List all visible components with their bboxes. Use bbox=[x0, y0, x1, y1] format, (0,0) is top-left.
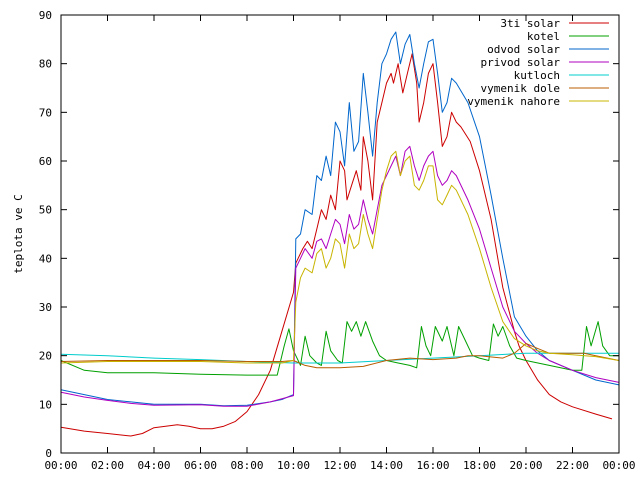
legend-label: kotel bbox=[527, 30, 560, 43]
y-tick-label: 70 bbox=[39, 106, 52, 119]
series-layer bbox=[60, 31, 620, 437]
x-tick-label: 08:00 bbox=[230, 459, 263, 472]
x-tick-label: 04:00 bbox=[137, 459, 170, 472]
x-tick-label: 00:00 bbox=[44, 459, 77, 472]
y-tick-label: 20 bbox=[39, 350, 52, 363]
x-tick-label: 22:00 bbox=[556, 459, 589, 472]
legend-label: vymenik dole bbox=[481, 82, 560, 95]
y-tick-label: 40 bbox=[39, 252, 52, 265]
series-line-3ti-solar bbox=[60, 53, 613, 437]
x-tick-label: 14:00 bbox=[370, 459, 403, 472]
y-tick-label: 60 bbox=[39, 155, 52, 168]
series-line-privod-solar bbox=[60, 145, 620, 407]
y-axis-label: teplota ve C bbox=[12, 194, 25, 273]
x-tick-label: 16:00 bbox=[416, 459, 449, 472]
x-tick-label: 12:00 bbox=[323, 459, 356, 472]
plot-area-frame bbox=[60, 14, 620, 454]
legend-label: vymenik nahore bbox=[467, 95, 560, 108]
y-tick-label: 90 bbox=[39, 9, 52, 22]
x-tick-label: 02:00 bbox=[91, 459, 124, 472]
legend-label: privod solar bbox=[481, 56, 561, 69]
tick-layer: 0 10 20 30 40 50 60 70 80 90 00:00 02:00 04:00 06:00 0… bbox=[39, 9, 636, 472]
x-tick-label: 20:00 bbox=[509, 459, 542, 472]
legend-label: odvod solar bbox=[487, 43, 560, 56]
y-tick-label: 0 bbox=[45, 447, 52, 460]
legend-label: kutloch bbox=[514, 69, 560, 82]
series-line-vymenik-nahore bbox=[60, 150, 620, 364]
x-tick-label: 18:00 bbox=[463, 459, 496, 472]
x-tick-label: 06:00 bbox=[184, 459, 217, 472]
x-tick-label: 00:00 bbox=[602, 459, 635, 472]
series-line-kutloch bbox=[60, 352, 619, 364]
y-tick-label: 30 bbox=[39, 301, 52, 314]
legend-label: 3ti solar bbox=[500, 17, 560, 30]
series-line-kotel bbox=[60, 321, 619, 376]
y-tick-label: 80 bbox=[39, 58, 52, 71]
y-tick-label: 50 bbox=[39, 204, 52, 217]
y-tick-label: 10 bbox=[39, 398, 52, 411]
x-tick-label: 10:00 bbox=[277, 459, 310, 472]
